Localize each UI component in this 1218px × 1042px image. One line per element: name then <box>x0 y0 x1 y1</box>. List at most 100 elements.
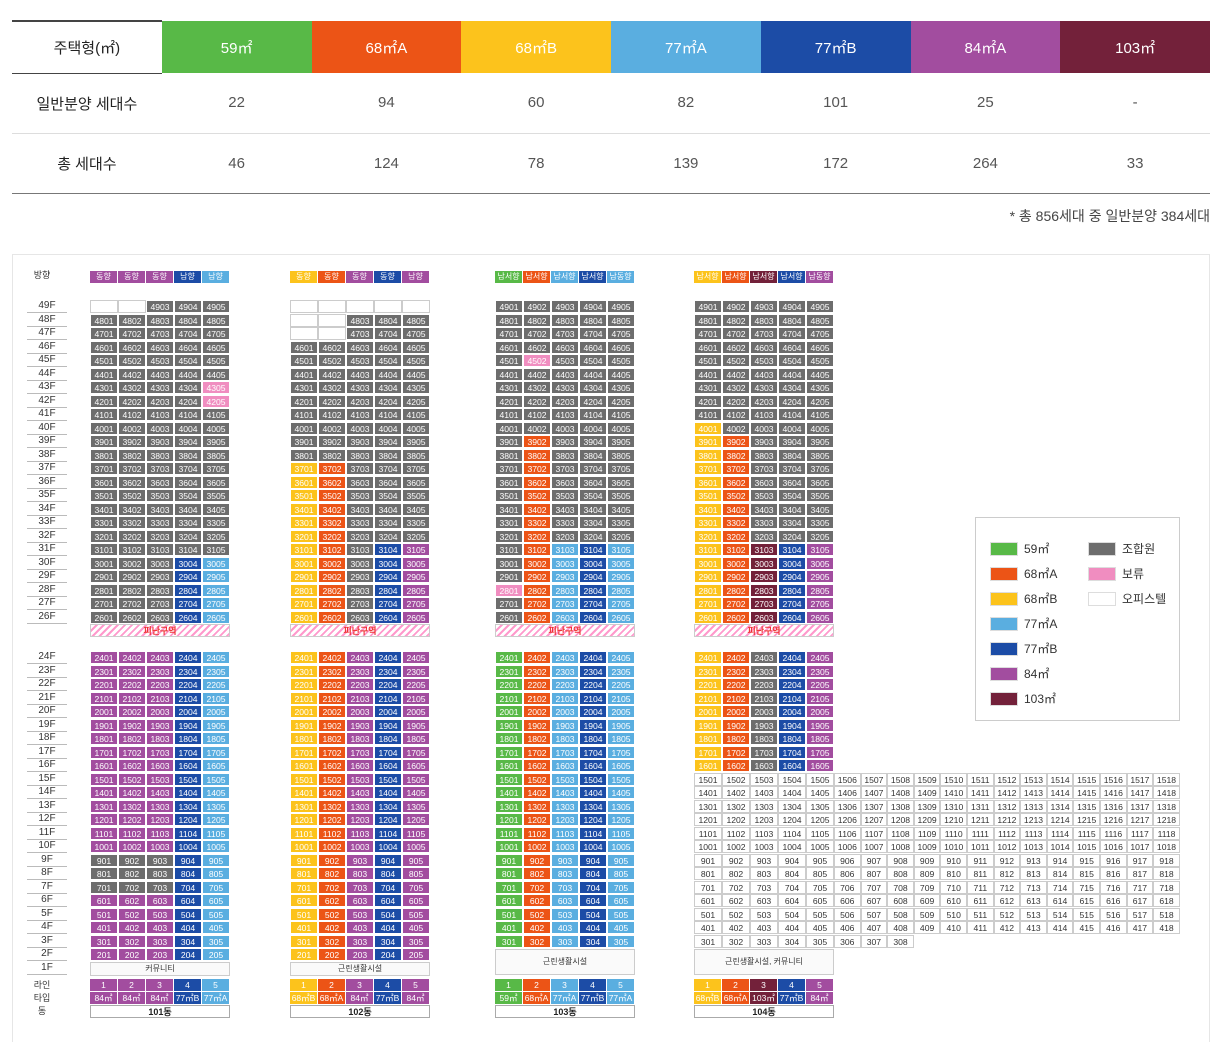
unit-cell[interactable]: 4704 <box>374 327 402 340</box>
unit-cell[interactable]: 2203 <box>146 678 174 691</box>
officetel-cell[interactable]: 1209 <box>913 813 941 826</box>
unit-cell[interactable]: 3802 <box>722 448 750 462</box>
officetel-cell[interactable]: 713 <box>1020 880 1047 894</box>
unit-cell[interactable]: 1605 <box>806 759 834 772</box>
unit-cell[interactable]: 2704 <box>778 597 806 610</box>
unit-cell[interactable]: 1504 <box>579 772 607 786</box>
unit-cell[interactable]: 3604 <box>778 475 806 489</box>
unit-cell[interactable]: 1605 <box>402 759 430 772</box>
unit-cell[interactable]: 301 <box>694 934 722 948</box>
unit-cell[interactable]: 2105 <box>402 691 430 705</box>
unit-cell[interactable]: 4602 <box>722 340 750 354</box>
unit-cell[interactable]: 2601 <box>290 610 318 624</box>
unit-cell[interactable]: 3603 <box>146 475 174 489</box>
officetel-cell[interactable]: 1009 <box>913 840 941 853</box>
unit-cell[interactable]: 1603 <box>551 759 579 772</box>
unit-cell[interactable]: 4503 <box>551 354 579 367</box>
unit-cell[interactable]: 3202 <box>118 529 146 543</box>
unit-cell[interactable]: 1202 <box>318 813 346 826</box>
unit-cell[interactable]: 4401 <box>495 367 523 381</box>
unit-cell[interactable]: 602 <box>118 894 146 907</box>
unit-cell[interactable]: 902 <box>318 853 346 867</box>
officetel-cell[interactable]: 907 <box>860 853 888 867</box>
unit-cell[interactable]: 303 <box>346 934 374 948</box>
unit-cell[interactable]: 602 <box>318 894 346 907</box>
unit-cell[interactable]: 4804 <box>579 313 607 327</box>
unit-cell[interactable]: 1903 <box>146 718 174 732</box>
unit-cell[interactable]: 3502 <box>118 489 146 502</box>
unit-cell[interactable]: 2601 <box>495 610 523 624</box>
unit-cell[interactable]: 1402 <box>722 786 750 799</box>
unit-cell[interactable]: 2803 <box>551 583 579 597</box>
unit-cell[interactable]: 1203 <box>750 813 778 826</box>
officetel-cell[interactable]: 1315 <box>1073 799 1100 813</box>
unit-cell[interactable]: 2805 <box>202 583 230 597</box>
unit-cell[interactable]: 604 <box>174 894 202 907</box>
unit-cell[interactable]: 2104 <box>374 691 402 705</box>
officetel-cell[interactable]: 510 <box>940 907 967 921</box>
unit-cell[interactable]: 1805 <box>402 732 430 745</box>
unit-cell[interactable]: 1104 <box>374 826 402 840</box>
officetel-cell[interactable]: 715 <box>1073 880 1100 894</box>
officetel-cell[interactable]: 612 <box>993 894 1021 907</box>
unit-cell[interactable]: 1803 <box>551 732 579 745</box>
unit-cell[interactable]: 4601 <box>90 340 118 354</box>
unit-cell[interactable]: 4204 <box>174 394 202 408</box>
unit-cell[interactable]: 3503 <box>750 489 778 502</box>
unit-cell[interactable]: 4803 <box>346 313 374 327</box>
officetel-cell[interactable]: 516 <box>1100 907 1127 921</box>
unit-cell[interactable]: 4202 <box>318 394 346 408</box>
unit-cell[interactable]: 802 <box>318 867 346 880</box>
unit-cell[interactable]: 4603 <box>146 340 174 354</box>
unit-cell[interactable]: 3804 <box>174 448 202 462</box>
unit-cell[interactable]: 2903 <box>146 570 174 583</box>
unit-cell[interactable]: 601 <box>90 894 118 907</box>
unit-cell[interactable]: 1005 <box>402 840 430 853</box>
unit-cell[interactable]: 1705 <box>607 745 635 759</box>
unit-cell[interactable]: 603 <box>551 894 579 907</box>
unit-cell[interactable]: 701 <box>694 880 722 894</box>
unit-cell[interactable]: 3005 <box>402 556 430 570</box>
unit-cell[interactable]: 2101 <box>694 691 722 705</box>
unit-cell[interactable]: 1105 <box>806 826 834 840</box>
unit-cell[interactable]: 3003 <box>551 556 579 570</box>
unit-cell[interactable]: 403 <box>346 921 374 934</box>
unit-cell[interactable]: 1202 <box>722 813 750 826</box>
unit-cell[interactable]: 3705 <box>607 462 635 475</box>
unit-cell[interactable]: 3905 <box>402 435 430 448</box>
unit-cell[interactable]: 2804 <box>579 583 607 597</box>
unit-cell[interactable]: 4804 <box>174 313 202 327</box>
unit-cell[interactable]: 4804 <box>374 313 402 327</box>
officetel-cell[interactable]: 414 <box>1046 921 1074 934</box>
unit-cell[interactable]: 402 <box>722 921 750 934</box>
unit-cell[interactable]: 4802 <box>722 313 750 327</box>
officetel-cell[interactable]: 415 <box>1073 921 1100 934</box>
officetel-cell[interactable]: 411 <box>967 921 994 934</box>
unit-cell[interactable]: 1201 <box>495 813 523 826</box>
unit-cell[interactable]: 1403 <box>551 786 579 799</box>
unit-cell[interactable]: 1904 <box>174 718 202 732</box>
unit-cell[interactable]: 904 <box>174 853 202 867</box>
unit-cell[interactable]: 1801 <box>290 732 318 745</box>
unit-cell[interactable] <box>318 300 346 313</box>
unit-cell[interactable]: 2602 <box>118 610 146 624</box>
unit-cell[interactable]: 505 <box>402 907 430 921</box>
unit-cell[interactable]: 3805 <box>202 448 230 462</box>
unit-cell[interactable]: 1301 <box>290 799 318 813</box>
unit-cell[interactable]: 3303 <box>146 516 174 529</box>
unit-cell[interactable]: 503 <box>346 907 374 921</box>
unit-cell[interactable]: 1501 <box>290 772 318 786</box>
unit-cell[interactable]: 4705 <box>202 327 230 340</box>
unit-cell[interactable]: 502 <box>318 907 346 921</box>
unit-cell[interactable]: 3702 <box>722 462 750 475</box>
unit-cell[interactable]: 1902 <box>523 718 551 732</box>
officetel-cell[interactable]: 816 <box>1100 867 1127 880</box>
unit-cell[interactable]: 2405 <box>402 651 430 664</box>
unit-cell[interactable]: 1803 <box>346 732 374 745</box>
unit-cell[interactable]: 4404 <box>778 367 806 381</box>
unit-cell[interactable]: 501 <box>495 907 523 921</box>
unit-cell[interactable]: 4305 <box>402 381 430 394</box>
officetel-cell[interactable]: 1414 <box>1046 786 1074 799</box>
officetel-cell[interactable]: 817 <box>1126 867 1154 880</box>
unit-cell[interactable]: 3803 <box>551 448 579 462</box>
